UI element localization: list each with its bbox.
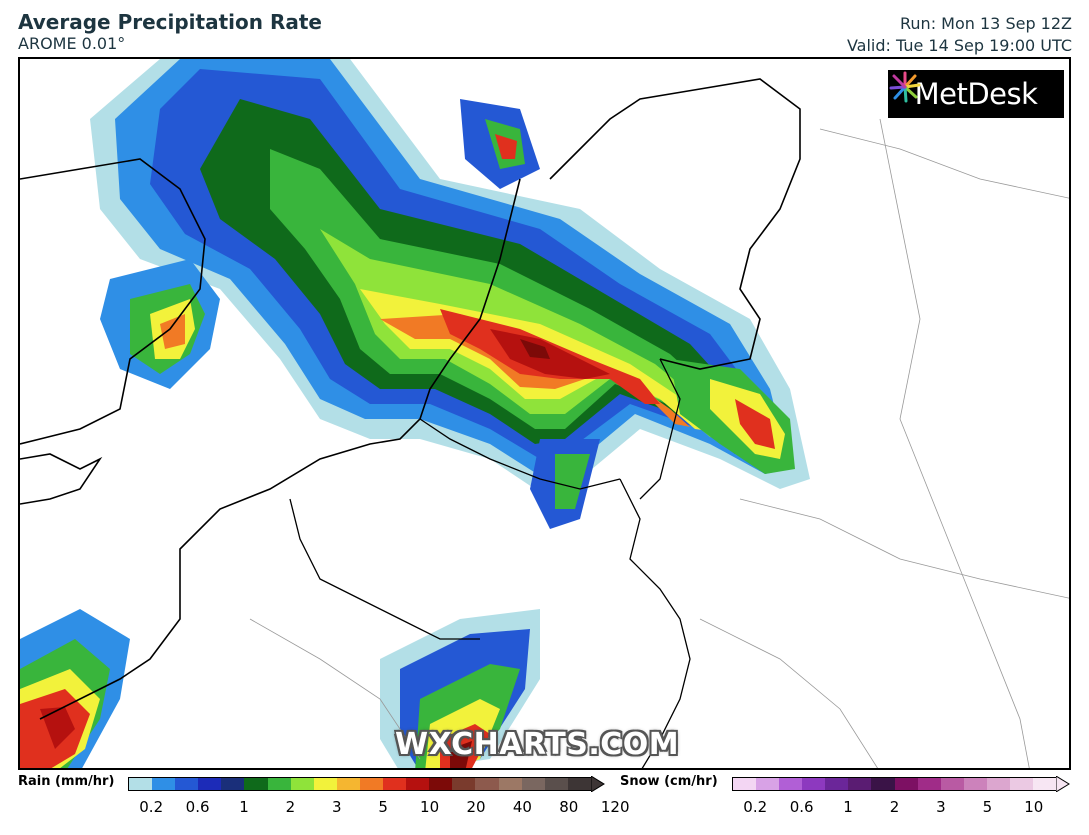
legend-swatch	[1009, 778, 1034, 790]
legend-tick-label: 1	[843, 798, 853, 816]
legend-tick-label: 5	[982, 798, 993, 816]
legend-tick-label: 5	[378, 798, 388, 816]
legend-tick-label: 0.2	[139, 798, 164, 816]
legend-tick-label: 0.6	[789, 798, 814, 816]
legend-swatch	[290, 778, 314, 790]
rain-legend-label: Rain (mm/hr)	[18, 774, 115, 789]
snow-color-bar	[732, 777, 1057, 791]
legend-tick-label: 80	[559, 798, 579, 816]
run-time: Run: Mon 13 Sep 12Z	[900, 14, 1072, 33]
legend-swatch	[383, 778, 407, 790]
legend-swatch	[198, 778, 222, 790]
legend-swatch	[521, 778, 545, 790]
legend-tick-label: 0.6	[185, 798, 210, 816]
legend-swatch	[848, 778, 872, 790]
legend-tick-label: 120	[600, 798, 630, 816]
run-info: Run: Mon 13 Sep 12Z Valid: Tue 14 Sep 19…	[847, 13, 1072, 57]
legend-swatch	[267, 778, 291, 790]
chart-header: Average Precipitation Rate AROME 0.01°	[18, 10, 322, 54]
legend-swatch	[475, 778, 499, 790]
model-name: AROME 0.01°	[18, 34, 126, 53]
snow-legend-label: Snow (cm/hr)	[620, 774, 718, 789]
rain-band-north	[90, 59, 810, 499]
legend-swatch	[779, 778, 803, 790]
rain-color-bar	[128, 777, 592, 791]
legend-tick-label: 20	[466, 798, 486, 816]
legend-swatch	[498, 778, 522, 790]
legend-swatch	[152, 778, 176, 790]
legend-tick-label: 10	[420, 798, 440, 816]
legend-swatch	[1033, 778, 1057, 790]
starburst-icon	[889, 71, 921, 103]
region-borders	[249, 118, 1069, 768]
coastlines	[20, 78, 801, 720]
legend-tick-label: 0.2	[743, 798, 768, 816]
legend-swatch	[359, 778, 384, 790]
legend-tick-label: 10	[1024, 798, 1044, 816]
metdesk-logo: MetDesk	[888, 70, 1064, 118]
legend-swatch	[871, 778, 895, 790]
legend-tick-label: 1	[239, 798, 249, 816]
legend-swatch	[894, 778, 918, 790]
map-canvas	[20, 59, 1069, 768]
legend-swatch	[825, 778, 849, 790]
legend-swatch	[986, 778, 1010, 790]
legend-swatch	[452, 778, 476, 790]
chart-title: Average Precipitation Rate	[18, 10, 322, 34]
legend-swatch	[244, 778, 268, 790]
legend-swatch	[567, 778, 591, 790]
legend-swatch	[917, 778, 941, 790]
legend-tick-label: 3	[332, 798, 342, 816]
watermark: WXCHARTS.COM	[395, 727, 680, 762]
legend-swatch	[175, 778, 199, 790]
legend-swatch	[963, 778, 987, 790]
rain-bar-arrow	[591, 776, 605, 792]
precipitation-map[interactable]: MetDesk WXCHARTS.COM	[18, 57, 1071, 770]
legend-swatch	[940, 778, 964, 790]
valid-time: Valid: Tue 14 Sep 19:00 UTC	[846, 36, 1072, 55]
legend-tick-label: 2	[285, 798, 296, 816]
legend-swatch	[733, 778, 757, 790]
legend-tick-label: 2	[889, 798, 900, 816]
legend-tick-label: 3	[936, 798, 946, 816]
snow-bar-arrow	[1056, 776, 1070, 792]
legend-swatch	[802, 778, 826, 790]
legend-tick-label: 40	[512, 798, 532, 816]
country-borders	[289, 358, 691, 768]
legend-swatch	[129, 778, 153, 790]
legend-swatch	[313, 778, 337, 790]
legend-swatch	[756, 778, 780, 790]
legend-swatch	[221, 778, 245, 790]
legend-swatch	[544, 778, 568, 790]
legend-swatch	[406, 778, 430, 790]
legend-swatch	[336, 778, 360, 790]
rain-band-south	[20, 439, 600, 768]
logo-text: MetDesk	[914, 77, 1038, 111]
legend-swatch	[429, 778, 453, 790]
